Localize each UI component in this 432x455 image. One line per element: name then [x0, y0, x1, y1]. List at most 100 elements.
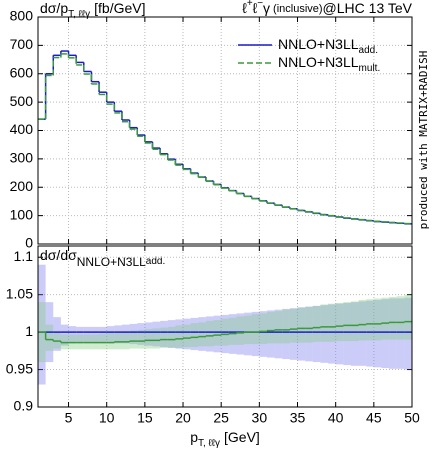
uncertainty-band: [121, 331, 130, 350]
uncertainty-band: [160, 320, 168, 348]
uncertainty-band: [144, 322, 153, 346]
uncertainty-band: [358, 299, 367, 341]
y-tick-label: 200: [10, 178, 34, 194]
y-tick-label: 0.9: [14, 398, 34, 414]
uncertainty-band: [236, 313, 245, 355]
x-tick-label: 5: [65, 410, 73, 426]
uncertainty-band: [274, 311, 283, 344]
uncertainty-band: [244, 312, 252, 356]
uncertainty-band: [366, 299, 374, 341]
uncertainty-band: [198, 317, 206, 351]
x-tick-label: 35: [290, 410, 306, 426]
uncertainty-band: [259, 311, 267, 357]
uncertainty-band: [404, 294, 412, 340]
legend-text: NNLO+N3LL: [278, 36, 359, 52]
uncertainty-band: [137, 323, 145, 345]
uncertainty-band: [160, 327, 168, 348]
uncertainty-band: [381, 297, 390, 340]
uncertainty-band: [305, 306, 313, 362]
legend-label: NNLO+N3LLadd.: [278, 36, 378, 56]
uncertainty-band: [53, 317, 61, 351]
uncertainty-band: [152, 328, 161, 349]
uncertainty-band: [99, 333, 107, 350]
uncertainty-band: [251, 314, 260, 345]
uncertainty-band: [121, 324, 130, 344]
uncertainty-band: [350, 301, 359, 342]
plot-frame: [37, 16, 413, 245]
uncertainty-band: [328, 303, 336, 342]
uncertainty-band: [205, 320, 214, 347]
uncertainty-band: [328, 304, 336, 364]
y-tick-label: 100: [10, 206, 34, 222]
uncertainty-band: [251, 311, 260, 357]
uncertainty-band: [198, 322, 206, 347]
uncertainty-band: [129, 323, 138, 345]
y-tick-label: 800: [10, 8, 34, 24]
note: produced with MATRIX+RADISH: [417, 51, 430, 230]
uncertainty-band: [38, 264, 46, 385]
y-tick-label: 1: [25, 323, 33, 339]
y-tick-label: 400: [10, 121, 34, 137]
y-tick-label: 300: [10, 150, 34, 166]
uncertainty-band: [389, 296, 397, 340]
uncertainty-band: [305, 306, 313, 343]
x-tick-label: 10: [99, 410, 115, 426]
legend-text: NNLO+N3LL: [278, 54, 359, 70]
uncertainty-band: [114, 332, 122, 350]
x-tick-label: 50: [404, 410, 420, 426]
uncertainty-band: [167, 326, 176, 348]
uncertainty-band: [266, 311, 275, 344]
uncertainty-band: [389, 298, 397, 369]
uncertainty-band: [350, 302, 359, 366]
y-tick-label: 1.05: [6, 285, 33, 301]
legend-subscript: add.: [359, 45, 378, 56]
uncertainty-band: [183, 318, 191, 350]
legend-label: NNLO+N3LLmult.: [278, 54, 380, 74]
y-tick-label: 500: [10, 93, 34, 109]
uncertainty-band: [137, 329, 145, 349]
uncertainty-band: [144, 329, 153, 349]
x-tick-label: 25: [213, 410, 229, 426]
uncertainty-band: [129, 330, 138, 349]
uncertainty-band: [259, 313, 267, 345]
uncertainty-band: [396, 298, 405, 369]
x-tick-label: 15: [137, 410, 153, 426]
uncertainty-band: [373, 298, 382, 341]
uncertainty-band: [205, 316, 214, 352]
uncertainty-band: [45, 324, 54, 351]
uncertainty-band: [335, 302, 344, 342]
uncertainty-band: [335, 303, 344, 365]
uncertainty-band: [266, 310, 275, 358]
uncertainty-band: [152, 321, 161, 347]
uncertainty-band: [213, 315, 222, 353]
uncertainty-band: [244, 315, 252, 345]
uncertainty-band: [297, 307, 306, 343]
uncertainty-band: [175, 325, 184, 348]
x-tick-label: 40: [328, 410, 344, 426]
uncertainty-band: [167, 320, 176, 348]
x-tick-label: 30: [252, 410, 268, 426]
uncertainty-band: [106, 332, 115, 350]
y-tick-label: 700: [10, 36, 34, 52]
uncertainty-band: [358, 301, 367, 366]
uncertainty-band: [343, 302, 351, 366]
uncertainty-band: [190, 323, 199, 348]
uncertainty-band: [289, 308, 298, 360]
y-axis-label: dσ/pT, ℓℓγ [fb/GeV]: [40, 0, 146, 20]
uncertainty-band: [320, 304, 329, 342]
uncertainty-band: [60, 324, 69, 346]
legend-subscript: mult.: [359, 63, 381, 74]
uncertainty-band: [76, 326, 84, 343]
uncertainty-band: [312, 305, 321, 363]
uncertainty-band: [114, 325, 122, 344]
ratio-y-label: dσ/dσNNLO+N3LLadd.: [40, 247, 165, 269]
uncertainty-band: [396, 296, 405, 340]
uncertainty-band: [282, 309, 290, 344]
uncertainty-band: [68, 326, 77, 344]
uncertainty-band: [343, 302, 351, 342]
uncertainty-band: [91, 326, 100, 343]
uncertainty-band: [282, 308, 290, 360]
uncertainty-band: [320, 305, 329, 363]
plot-frame: [37, 245, 413, 408]
